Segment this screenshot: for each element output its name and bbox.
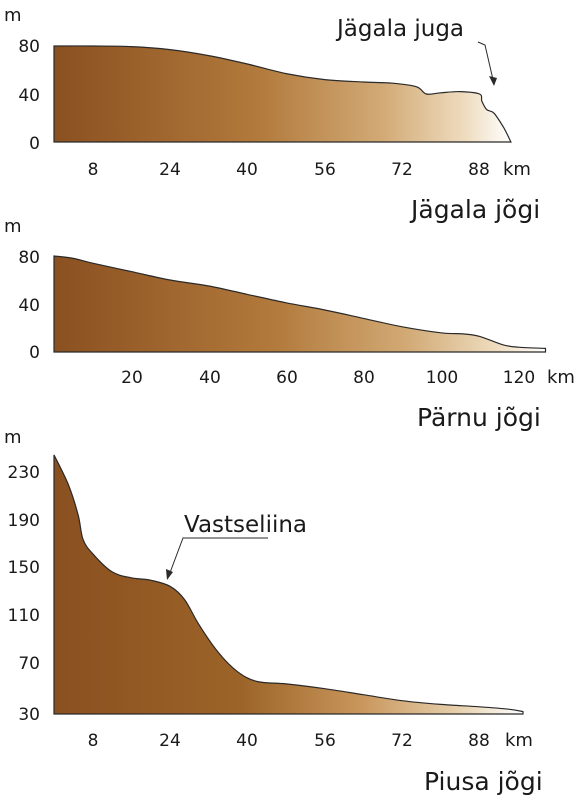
jagala-juga-arrowhead <box>489 76 497 86</box>
jagala-x-tick: 72 <box>391 160 413 180</box>
jagala-y-tick: 40 <box>18 86 40 106</box>
chart-piusa: m 230 190 150 110 70 30 8 24 40 56 72 88… <box>4 427 543 796</box>
jagala-x-tick: 8 <box>88 160 99 180</box>
parnu-y-unit: m <box>4 216 22 237</box>
parnu-x-tick: 40 <box>199 368 221 388</box>
jagala-x-tick: 56 <box>314 160 336 180</box>
piusa-y-tick: 150 <box>8 558 40 578</box>
parnu-y-tick: 0 <box>29 343 40 363</box>
jagala-x-tick: 88 <box>468 160 490 180</box>
jagala-x-tick: 24 <box>159 160 181 180</box>
piusa-y-tick: 30 <box>18 705 40 725</box>
piusa-title: Piusa jõgi <box>424 767 543 796</box>
piusa-x-tick: 88 <box>468 731 490 751</box>
jagala-y-tick: 80 <box>18 37 40 57</box>
piusa-y-tick: 230 <box>8 463 40 483</box>
jagala-y-tick: 0 <box>29 134 40 154</box>
parnu-y-ticks: 80 40 0 <box>18 248 40 363</box>
piusa-y-tick: 190 <box>8 511 40 531</box>
vastseliina-label: Vastseliina <box>184 512 307 538</box>
parnu-title: Pärnu jõgi <box>417 403 541 432</box>
piusa-x-ticks: 8 24 40 56 72 88 <box>88 731 490 751</box>
jagala-juga-label: Jägala juga <box>335 16 464 42</box>
parnu-x-tick: 120 <box>503 368 535 388</box>
parnu-x-unit: km <box>547 367 575 388</box>
piusa-x-tick: 56 <box>314 731 336 751</box>
parnu-y-tick: 80 <box>18 248 40 268</box>
piusa-x-unit: km <box>505 730 533 751</box>
jagala-y-unit: m <box>4 5 22 26</box>
jagala-title: Jägala jõgi <box>409 195 540 224</box>
parnu-x-tick: 20 <box>121 368 143 388</box>
chart-jagala: m 80 40 0 8 24 40 56 72 88 km Jägala jõg… <box>4 5 540 224</box>
piusa-profile-area <box>53 454 524 715</box>
chart-parnu: m 80 40 0 20 40 60 80 100 120 km Pärnu j… <box>4 216 575 432</box>
piusa-y-tick: 70 <box>18 654 40 674</box>
parnu-x-ticks: 20 40 60 80 100 120 <box>121 368 535 388</box>
jagala-x-unit: km <box>503 159 531 180</box>
piusa-x-tick: 24 <box>159 731 181 751</box>
jagala-y-ticks: 80 40 0 <box>18 37 40 154</box>
piusa-y-ticks: 230 190 150 110 70 30 <box>8 463 40 725</box>
piusa-x-tick: 40 <box>236 731 258 751</box>
parnu-x-tick: 80 <box>353 368 375 388</box>
piusa-y-tick: 110 <box>8 606 40 626</box>
piusa-x-tick: 72 <box>391 731 413 751</box>
jagala-juga-leader <box>477 41 495 85</box>
piusa-y-unit: m <box>4 427 22 448</box>
jagala-x-tick: 40 <box>236 160 258 180</box>
parnu-x-tick: 60 <box>276 368 298 388</box>
vastseliina-arrowhead <box>166 569 173 580</box>
piusa-x-tick: 8 <box>88 731 99 751</box>
jagala-profile-area <box>53 45 512 143</box>
jagala-x-ticks: 8 24 40 56 72 88 <box>88 160 490 180</box>
parnu-profile-area <box>53 255 547 353</box>
vastseliina-leader <box>167 537 268 579</box>
parnu-x-tick: 100 <box>426 368 458 388</box>
parnu-y-tick: 40 <box>18 296 40 316</box>
